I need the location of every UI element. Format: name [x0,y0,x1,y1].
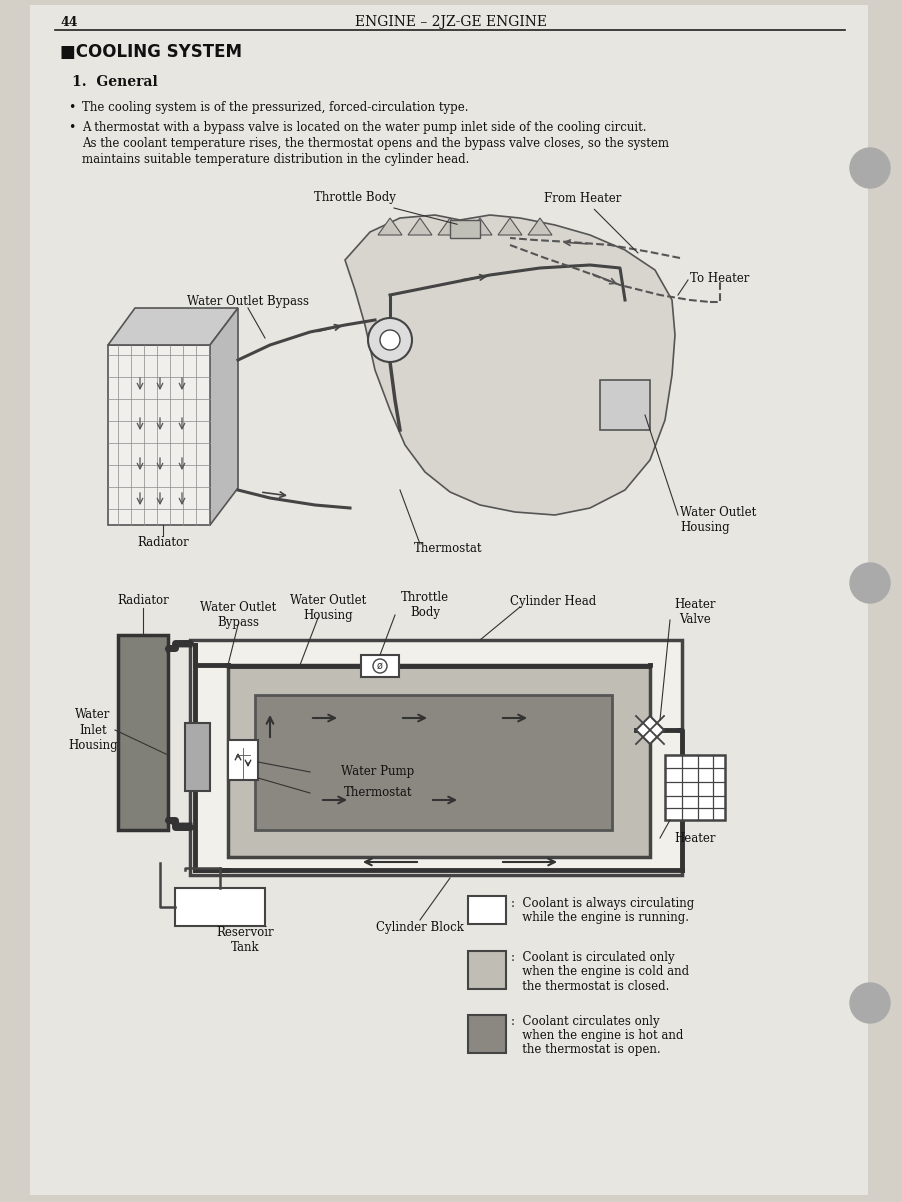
Text: Heater: Heater [675,832,716,845]
Text: when the engine is cold and: when the engine is cold and [511,965,689,978]
Circle shape [850,563,890,603]
Text: ENGINE – 2JZ-GE ENGINE: ENGINE – 2JZ-GE ENGINE [355,14,547,29]
Text: while the engine is running.: while the engine is running. [511,910,689,923]
Polygon shape [210,308,238,525]
Text: 1.  General: 1. General [72,75,158,89]
Polygon shape [108,308,238,345]
Text: Cylinder Head: Cylinder Head [510,595,596,607]
Circle shape [850,983,890,1023]
Text: Thermostat: Thermostat [344,786,412,799]
Polygon shape [498,218,522,236]
Text: Water Outlet
Housing: Water Outlet Housing [680,506,756,534]
Bar [190,639,682,875]
Text: Reservoir
Tank: Reservoir Tank [216,926,274,954]
Text: •: • [68,121,76,135]
Circle shape [380,331,400,350]
Text: when the engine is hot and: when the engine is hot and [511,1029,684,1042]
Text: :  Coolant is always circulating: : Coolant is always circulating [511,897,695,910]
Text: 44: 44 [60,16,78,29]
Bar [468,895,506,924]
Text: As the coolant temperature rises, the thermostat opens and the bypass valve clos: As the coolant temperature rises, the th… [82,137,669,150]
Bar [185,722,210,791]
Polygon shape [528,218,552,236]
Text: Heater
Valve: Heater Valve [675,599,716,626]
Bar [228,665,650,857]
Text: Water Pump: Water Pump [341,766,415,779]
Text: Throttle
Body: Throttle Body [400,591,449,619]
Text: maintains suitable temperature distribution in the cylinder head.: maintains suitable temperature distribut… [82,154,469,167]
Polygon shape [345,215,675,514]
Bar [255,695,612,831]
Bar [450,220,480,238]
Text: Radiator: Radiator [137,536,189,548]
Text: the thermostat is closed.: the thermostat is closed. [511,980,669,993]
Bar [361,655,399,677]
Bar [468,1014,506,1053]
Bar [468,951,506,989]
Polygon shape [108,345,210,525]
Text: Radiator: Radiator [117,595,169,607]
Text: From Heater: From Heater [544,191,638,254]
Polygon shape [438,218,462,236]
Text: :  Coolant circulates only: : Coolant circulates only [511,1016,659,1029]
Text: Water Outlet
Bypass: Water Outlet Bypass [200,601,276,629]
Text: To Heater: To Heater [690,272,750,285]
Bar [228,740,258,780]
Bar [118,635,168,831]
Circle shape [368,319,412,362]
Polygon shape [636,716,664,744]
Circle shape [373,659,387,673]
Text: Thermostat: Thermostat [414,541,483,554]
Text: Throttle Body: Throttle Body [314,191,457,225]
Text: Cylinder Block: Cylinder Block [376,922,464,934]
Bar [175,888,265,926]
Text: The cooling system is of the pressurized, forced-circulation type.: The cooling system is of the pressurized… [82,101,468,113]
Bar [665,755,725,820]
Text: Water Outlet Bypass: Water Outlet Bypass [187,296,309,309]
Polygon shape [468,218,492,236]
Polygon shape [600,380,650,430]
Polygon shape [378,218,402,236]
Polygon shape [408,218,432,236]
Text: Water Outlet
Housing: Water Outlet Housing [290,594,366,621]
Text: •: • [68,101,76,113]
Text: ■COOLING SYSTEM: ■COOLING SYSTEM [60,43,242,61]
Text: A thermostat with a bypass valve is located on the water pump inlet side of the : A thermostat with a bypass valve is loca… [82,121,647,135]
Circle shape [850,148,890,188]
Text: the thermostat is open.: the thermostat is open. [511,1043,660,1057]
Text: :  Coolant is circulated only: : Coolant is circulated only [511,952,675,964]
Text: Water
Inlet
Housing: Water Inlet Housing [69,708,118,751]
Text: ø: ø [377,661,383,671]
